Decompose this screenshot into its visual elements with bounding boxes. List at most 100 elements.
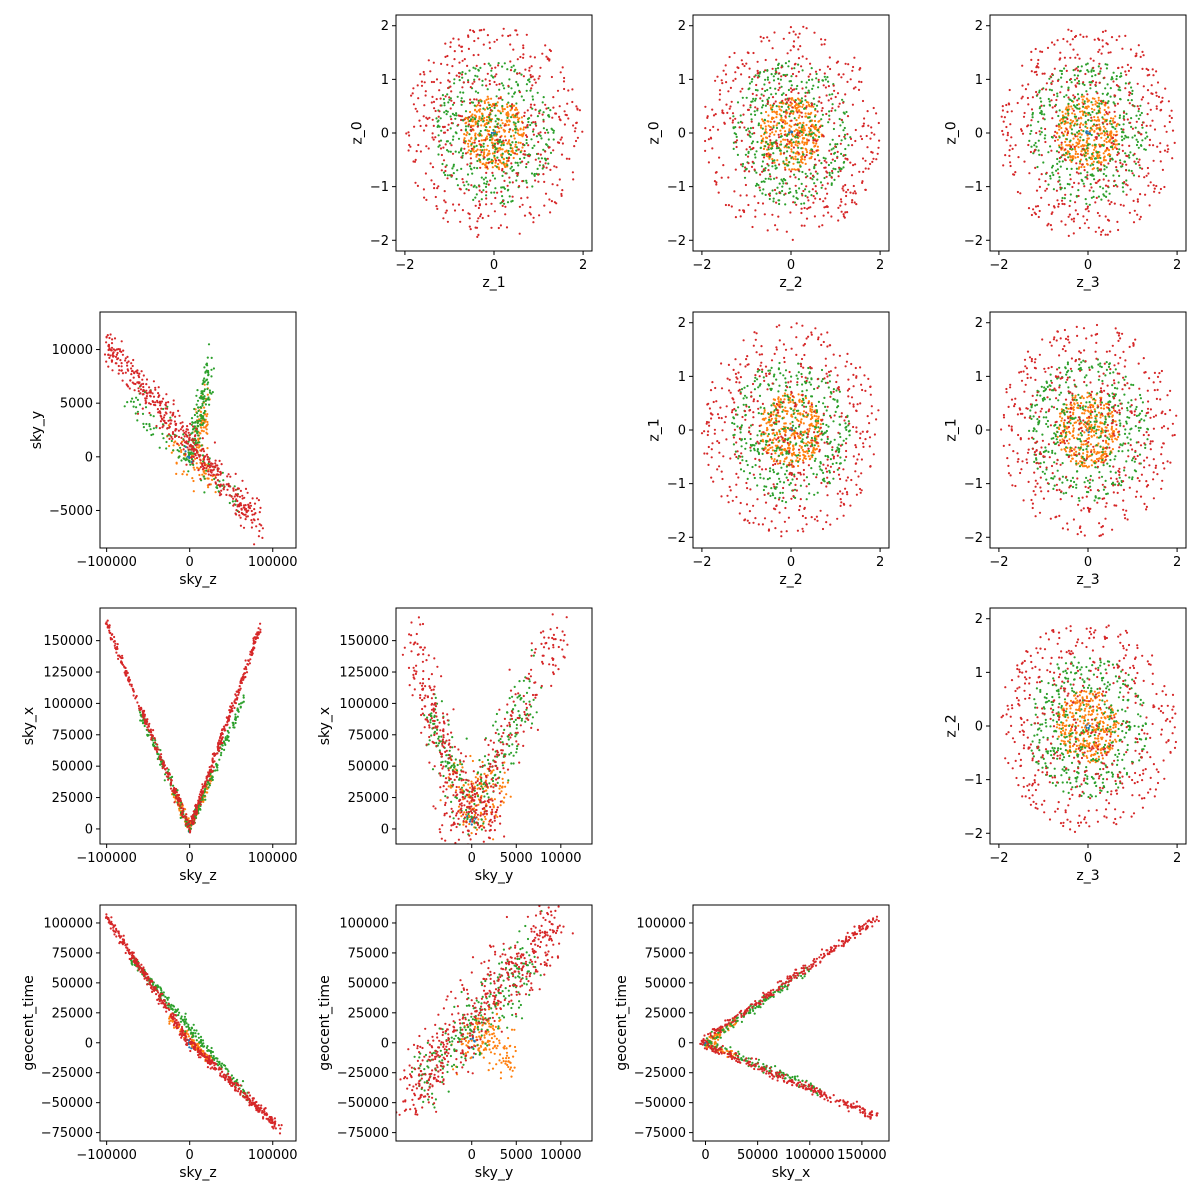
- scatter-point: [1125, 136, 1128, 139]
- scatter-point: [455, 114, 458, 117]
- scatter-point: [787, 99, 790, 102]
- scatter-point: [797, 106, 800, 109]
- scatter-point: [516, 161, 519, 164]
- scatter-point: [138, 381, 141, 384]
- scatter-point: [514, 131, 517, 134]
- scatter-point: [1036, 165, 1039, 169]
- scatter-point: [814, 107, 817, 111]
- scatter-point: [767, 193, 771, 196]
- scatter-point: [836, 143, 839, 146]
- scatter-point: [501, 204, 504, 207]
- scatter-point: [743, 126, 746, 129]
- scatter-point: [497, 159, 500, 162]
- scatter-point: [789, 87, 793, 90]
- scatter-point: [1076, 152, 1079, 156]
- scatter-point: [195, 428, 198, 431]
- scatter-point: [710, 137, 713, 140]
- scatter-point: [1034, 205, 1038, 208]
- scatter-point: [1135, 52, 1138, 55]
- scatter-point: [794, 99, 797, 102]
- scatter-point: [804, 172, 807, 175]
- scatter-point: [1034, 47, 1037, 51]
- scatter-point: [555, 166, 558, 169]
- scatter-point: [1053, 134, 1056, 137]
- scatter-point: [791, 106, 794, 109]
- scatter-point: [1067, 234, 1070, 237]
- scatter-point: [149, 428, 152, 431]
- scatter-point: [1119, 161, 1122, 164]
- scatter-point: [1077, 129, 1081, 133]
- scatter-point: [771, 189, 774, 192]
- scatter-point: [1147, 68, 1150, 72]
- scatter-point: [450, 122, 453, 125]
- scatter-point: [116, 358, 119, 361]
- scatter-point: [1059, 183, 1062, 186]
- scatter-point: [790, 150, 793, 153]
- scatter-point: [1069, 193, 1072, 196]
- scatter-point: [828, 110, 831, 113]
- scatter-point: [434, 136, 437, 139]
- scatter-point: [1096, 167, 1099, 170]
- scatter-point: [115, 348, 118, 351]
- scatter-point: [790, 119, 793, 122]
- scatter-point: [1056, 157, 1059, 161]
- scatter-point: [762, 156, 766, 159]
- series-3: [103, 333, 264, 546]
- scatter-point: [159, 420, 162, 423]
- scatter-point: [732, 147, 735, 150]
- scatter-point: [826, 192, 829, 195]
- scatter-point: [467, 47, 470, 51]
- scatter-point: [826, 205, 829, 208]
- scatter-point: [463, 100, 466, 103]
- scatter-point: [815, 104, 819, 107]
- scatter-point: [759, 71, 762, 74]
- scatter-point: [772, 102, 776, 105]
- scatter-point: [870, 126, 873, 129]
- scatter-point: [479, 145, 483, 148]
- scatter-point: [1144, 193, 1147, 196]
- scatter-point: [214, 482, 217, 485]
- scatter-point: [1129, 91, 1132, 95]
- y-tick-label: 1: [975, 73, 983, 88]
- scatter-point: [840, 167, 843, 171]
- scatter-point: [1114, 115, 1117, 118]
- scatter-point: [504, 172, 507, 175]
- scatter-point: [142, 426, 145, 429]
- scatter-point: [1063, 95, 1066, 98]
- scatter-point: [1173, 141, 1176, 144]
- scatter-point: [1097, 118, 1100, 121]
- scatter-point: [823, 159, 826, 162]
- scatter-point: [784, 144, 787, 147]
- scatter-point: [202, 412, 205, 415]
- scatter-point: [787, 146, 790, 149]
- scatter-point: [180, 450, 183, 454]
- scatter-point: [1074, 84, 1077, 87]
- scatter-point: [1067, 96, 1070, 99]
- scatter-point: [1061, 196, 1064, 200]
- scatter-point: [785, 156, 788, 159]
- scatter-point: [866, 146, 869, 149]
- scatter-point: [861, 181, 864, 184]
- scatter-point: [507, 115, 510, 118]
- scatter-point: [771, 159, 774, 163]
- scatter-point: [1112, 142, 1115, 146]
- scatter-point: [184, 453, 187, 456]
- scatter-point: [826, 76, 829, 79]
- scatter-point: [1075, 162, 1078, 165]
- scatter-point: [243, 496, 246, 499]
- scatter-point: [792, 30, 795, 33]
- scatter-point: [1106, 185, 1109, 188]
- scatter-point: [437, 185, 440, 188]
- scatter-point: [810, 133, 813, 136]
- scatter-point: [412, 87, 415, 90]
- scatter-point: [1086, 177, 1089, 180]
- scatter-point: [1084, 72, 1087, 76]
- scatter-point: [463, 192, 466, 195]
- scatter-point: [1051, 136, 1054, 139]
- scatter-point: [721, 109, 724, 112]
- scatter-point: [444, 143, 447, 146]
- scatter-point: [745, 62, 748, 65]
- scatter-point: [469, 157, 472, 160]
- scatter-point: [551, 116, 554, 119]
- scatter-point: [1085, 158, 1088, 161]
